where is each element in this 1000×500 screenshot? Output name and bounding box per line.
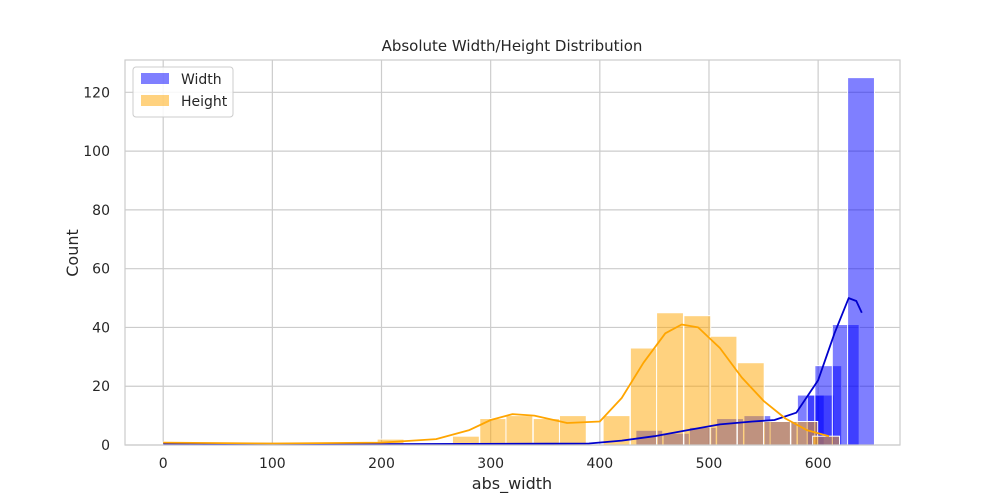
legend-swatch-height — [141, 95, 169, 106]
plot-marks — [162, 77, 875, 446]
y-tick-labels: 0 20 40 60 80 100 120 — [83, 85, 110, 454]
grid — [125, 60, 900, 446]
x-tick-label: 400 — [586, 456, 613, 472]
x-tick-labels: 0 100 200 300 400 500 600 — [159, 456, 832, 472]
y-tick-label: 20 — [92, 379, 110, 395]
legend-swatch-width — [141, 73, 169, 84]
y-axis-label: Count — [63, 229, 82, 277]
chart-title: Absolute Width/Height Distribution — [382, 37, 643, 55]
histogram-bar — [558, 415, 587, 446]
legend-label-height: Height — [181, 94, 228, 110]
histogram-bar — [847, 77, 875, 446]
x-tick-label: 100 — [259, 456, 286, 472]
kde-line-height — [163, 323, 830, 445]
series-width-bars — [162, 77, 875, 446]
legend: Width Height — [132, 66, 234, 118]
x-tick-label: 200 — [368, 456, 395, 472]
series-height-bars — [162, 312, 841, 446]
histogram-bar — [505, 415, 534, 446]
y-tick-label: 100 — [83, 144, 110, 160]
histogram-bar — [736, 362, 765, 446]
histogram-bar — [812, 435, 841, 446]
y-tick-label: 60 — [92, 262, 110, 278]
x-tick-label: 300 — [477, 456, 504, 472]
legend-label-width: Width — [181, 72, 222, 88]
y-tick-label: 120 — [83, 85, 110, 101]
plot-frame — [124, 59, 901, 446]
kde-line-width — [163, 297, 863, 445]
histogram-bar — [656, 312, 684, 446]
x-tick-label: 600 — [805, 456, 832, 472]
y-tick-label: 40 — [92, 320, 110, 336]
x-tick-label: 0 — [159, 456, 168, 472]
y-tick-label: 0 — [101, 438, 110, 454]
x-tick-label: 500 — [696, 456, 723, 472]
histogram-bar — [709, 335, 738, 446]
histogram-bar — [532, 418, 561, 446]
x-axis-label: abs_width — [472, 474, 552, 494]
histogram-bar — [763, 420, 791, 446]
y-tick-label: 80 — [92, 203, 110, 219]
